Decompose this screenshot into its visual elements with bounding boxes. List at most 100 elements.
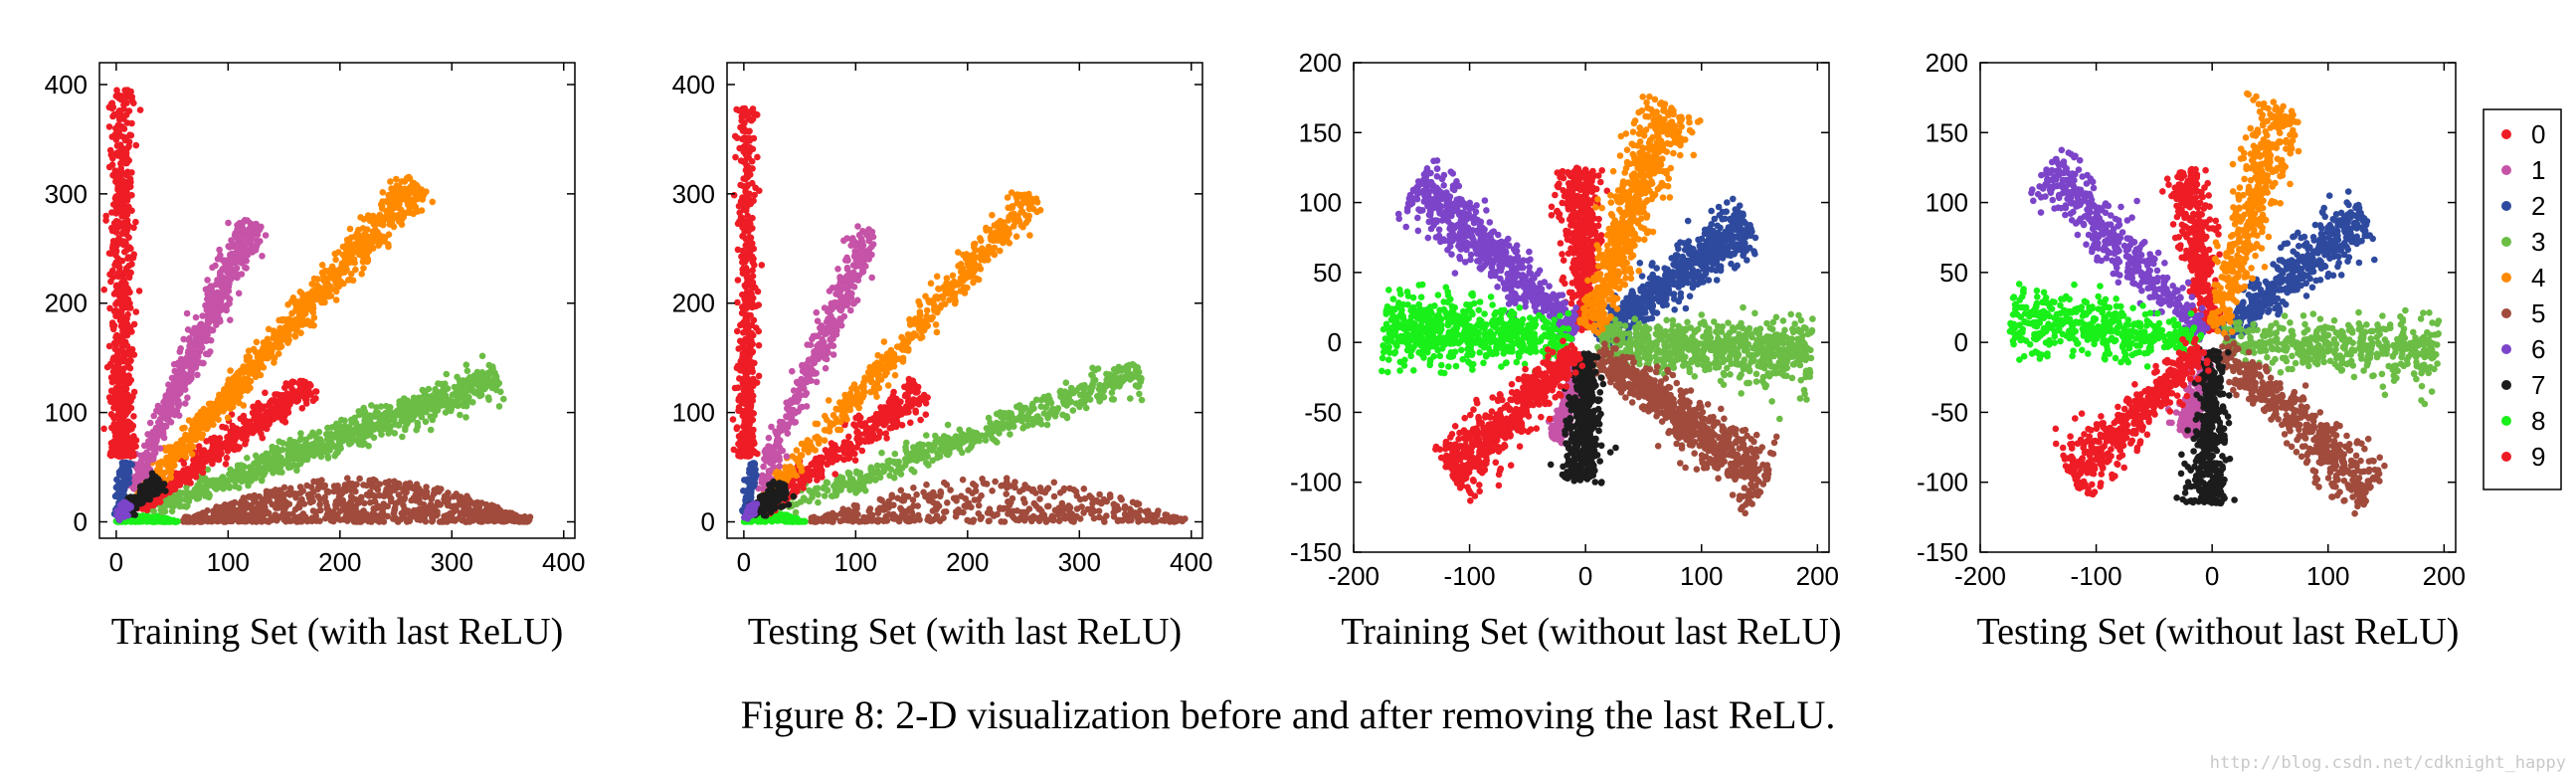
- scatter-point: [205, 514, 212, 522]
- scatter-point: [339, 269, 346, 277]
- scatter-point: [310, 314, 318, 321]
- scatter-point: [182, 472, 190, 479]
- scatter-point: [184, 394, 191, 402]
- scatter-point: [130, 413, 137, 420]
- scatter-point: [265, 517, 272, 525]
- scatter-point: [332, 256, 339, 264]
- scatter-point: [226, 500, 234, 508]
- scatter-point: [360, 507, 367, 514]
- scatter-point: [257, 355, 264, 363]
- scatter-point: [338, 416, 345, 424]
- scatter-point: [321, 289, 328, 295]
- scatter-point: [132, 308, 140, 315]
- scatter-point: [288, 391, 296, 398]
- scatter-point: [138, 517, 146, 525]
- scatter-point: [359, 225, 367, 232]
- scatter-point: [294, 395, 302, 403]
- scatter-point: [136, 106, 144, 113]
- scatter-point: [259, 434, 267, 442]
- scatter-point: [276, 489, 284, 497]
- scatter-point: [214, 503, 221, 511]
- scatter-point: [422, 418, 430, 426]
- scatter-point: [412, 491, 420, 498]
- scatter-point: [423, 484, 430, 490]
- scatter-point: [324, 424, 331, 432]
- scatter-point: [289, 510, 296, 517]
- scatter-point: [437, 501, 445, 508]
- scatter-point: [470, 510, 477, 518]
- scatter-point: [234, 226, 241, 233]
- plot-area: [100, 87, 534, 525]
- scatter-point: [123, 469, 131, 477]
- scatter-point: [276, 469, 282, 476]
- scatter-point: [262, 498, 269, 506]
- scatter-point: [249, 512, 257, 519]
- scatter-point: [121, 459, 128, 467]
- scatter-point: [103, 363, 111, 371]
- scatter-point: [176, 496, 183, 503]
- scatter-point: [364, 212, 372, 219]
- scatter-point: [287, 449, 295, 457]
- scatter-point: [413, 481, 421, 488]
- scatter-point: [276, 399, 282, 406]
- scatter-point: [370, 476, 377, 484]
- scatter-point: [216, 246, 223, 254]
- scatter-point: [193, 431, 201, 438]
- scatter-point: [120, 101, 127, 108]
- scatter-point: [506, 509, 513, 516]
- scatter-point: [123, 342, 131, 350]
- scatter-point: [407, 510, 414, 517]
- scatter-point: [199, 509, 207, 516]
- scatter-point: [462, 414, 469, 421]
- scatter-point: [216, 404, 223, 411]
- scatter-point: [231, 272, 239, 280]
- scatter-point: [459, 377, 465, 385]
- scatter-point: [252, 221, 259, 228]
- scatter-point: [372, 492, 379, 500]
- scatter-point: [307, 484, 315, 490]
- scatter-point: [378, 431, 385, 439]
- scatter-point: [252, 348, 260, 355]
- scatter-point: [184, 502, 191, 509]
- scatter-point: [257, 458, 265, 465]
- scatter-point: [234, 515, 241, 522]
- scatter-point: [384, 210, 392, 217]
- scatter-point: [155, 460, 162, 467]
- scatter-point: [159, 411, 166, 419]
- scatter-point: [349, 510, 357, 518]
- scatter-point: [447, 509, 455, 517]
- scatter-point: [296, 500, 303, 507]
- scatter-point: [137, 458, 145, 466]
- scatter-point: [363, 237, 371, 244]
- scatter-point: [233, 443, 240, 450]
- scatter-point: [118, 321, 125, 328]
- scatter-point: [128, 119, 135, 127]
- scatter-point: [278, 415, 285, 423]
- scatter-point: [109, 356, 116, 364]
- scatter-point: [277, 463, 284, 471]
- scatter-point: [321, 514, 329, 522]
- scatter-point: [222, 439, 230, 447]
- scatter-point: [267, 400, 274, 407]
- scatter-point: [360, 265, 367, 272]
- scatter-point: [181, 495, 189, 503]
- scatter-point: [249, 370, 256, 377]
- scatter-point: [247, 475, 255, 482]
- scatter-point: [406, 209, 413, 216]
- scatter-point: [392, 500, 400, 507]
- scatter-point: [231, 257, 239, 264]
- scatter-point: [360, 404, 368, 412]
- scatter-point: [286, 491, 293, 498]
- scatter-point: [121, 159, 129, 167]
- scatter-point: [390, 509, 398, 516]
- scatter-point: [130, 433, 137, 440]
- scatter-point: [324, 453, 331, 460]
- scatter-point: [384, 502, 392, 510]
- scatter-point: [204, 295, 211, 303]
- scatter-point: [276, 496, 283, 503]
- scatter-point: [292, 462, 300, 470]
- scatter-point: [438, 486, 445, 492]
- scatter-point: [284, 331, 292, 339]
- scatter-point: [264, 335, 272, 343]
- scatter-point: [357, 214, 364, 221]
